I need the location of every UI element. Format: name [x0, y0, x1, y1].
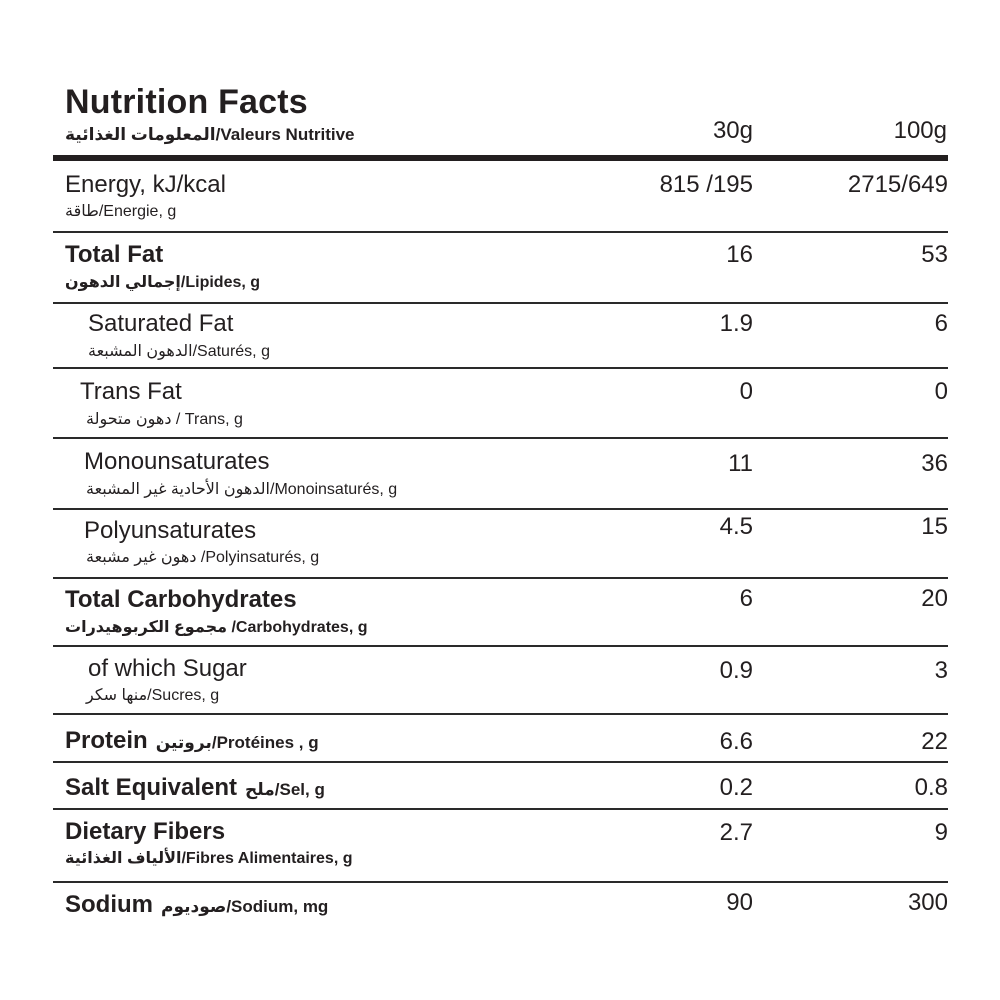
- row-energy-value-30g: 815 /195: [659, 171, 753, 198]
- row-monounsaturates-value-100g: 36: [921, 450, 948, 477]
- row-sodium-value-30g: 90: [726, 889, 753, 916]
- row-salt-label: Salt Equivalent: [65, 774, 238, 801]
- row-total-carbohydrates-value-100g: 20: [921, 585, 948, 612]
- row-energy-value-100g: 2715/649: [847, 171, 948, 198]
- row-saturated-fat-name: Saturated Fat: [88, 310, 234, 337]
- header-divider-thick: [53, 155, 948, 161]
- row-sodium-sub: صوديوم/Sodium, mg: [161, 897, 329, 916]
- nutrition-facts-title: Nutrition Facts: [65, 83, 308, 121]
- row-trans-fat-value-30g: 0: [739, 378, 753, 405]
- row-sugar-sub: منها سكر/Sucres, g: [86, 687, 220, 704]
- row-total-fat-value-100g: 53: [921, 241, 948, 268]
- nutrition-facts-subtitle: المعلومات الغذائية/Valeurs Nutritive: [65, 125, 355, 144]
- row-saturated-fat-value-30g: 1.9: [719, 310, 753, 337]
- row-protein-sub: بروتين/Protéines , g: [155, 733, 319, 752]
- row-trans-fat-sub: دهون متحولة / Trans, g: [86, 411, 243, 428]
- row-sodium-label: Sodium: [65, 891, 153, 918]
- row-dietary-fibers-value-100g: 9: [934, 819, 948, 846]
- row-divider: [53, 713, 948, 715]
- row-salt-name: Salt Equivalent ملح/Sel, g: [65, 774, 325, 804]
- row-divider: [53, 761, 948, 763]
- row-sugar-name: of which Sugar: [88, 655, 247, 682]
- row-divider: [53, 645, 948, 647]
- column-header-30g: 30g: [712, 117, 753, 144]
- row-divider: [53, 808, 948, 810]
- row-polyunsaturates-value-100g: 15: [921, 513, 948, 540]
- row-divider: [53, 881, 948, 883]
- row-total-carbohydrates-name: Total Carbohydrates: [65, 586, 297, 613]
- row-polyunsaturates-value-30g: 4.5: [719, 513, 753, 540]
- row-protein-label: Protein: [65, 727, 148, 754]
- row-dietary-fibers-name: Dietary Fibers: [65, 818, 226, 845]
- row-polyunsaturates-name: Polyunsaturates: [84, 517, 257, 544]
- row-salt-sub: ملح/Sel, g: [245, 780, 325, 799]
- row-total-fat-name: Total Fat: [65, 241, 164, 268]
- row-monounsaturates-value-30g: 11: [728, 450, 753, 477]
- row-divider: [53, 367, 948, 369]
- row-protein-name: Protein بروتين/Protéines , g: [65, 727, 319, 757]
- row-sugar-value-30g: 0.9: [719, 657, 753, 684]
- row-protein-value-100g: 22: [921, 728, 948, 755]
- row-total-fat-value-30g: 16: [726, 241, 753, 268]
- row-monounsaturates-sub: الدهون الأحادية غير المشبعة/Monoinsaturé…: [86, 481, 398, 498]
- row-divider: [53, 437, 948, 439]
- row-divider: [53, 231, 948, 233]
- row-trans-fat-value-100g: 0: [934, 378, 948, 405]
- row-total-carbohydrates-sub: مجموع الكربوهيدرات /Carbohydrates, g: [65, 619, 368, 636]
- row-divider: [53, 508, 948, 510]
- row-trans-fat-name: Trans Fat: [80, 378, 182, 405]
- row-total-carbohydrates-value-30g: 6: [739, 585, 753, 612]
- row-divider: [53, 577, 948, 579]
- column-header-100g: 100g: [893, 117, 947, 144]
- row-dietary-fibers-value-30g: 2.7: [719, 819, 753, 846]
- row-energy-sub: طاقة/Energie, g: [65, 203, 177, 220]
- row-saturated-fat-sub: الدهون المشبعة/Saturés, g: [88, 343, 270, 360]
- row-salt-value-100g: 0.8: [914, 774, 948, 801]
- row-total-fat-sub: إجمالي الدهون/Lipides, g: [65, 274, 261, 291]
- row-monounsaturates-name: Monounsaturates: [84, 448, 270, 475]
- row-polyunsaturates-sub: دهون غير مشبعة /Polyinsaturés, g: [86, 549, 320, 566]
- row-divider: [53, 302, 948, 304]
- row-saturated-fat-value-100g: 6: [934, 310, 948, 337]
- row-sugar-value-100g: 3: [934, 657, 948, 684]
- row-protein-value-30g: 6.6: [719, 728, 753, 755]
- row-sodium-value-100g: 300: [907, 889, 948, 916]
- row-dietary-fibers-sub: الألياف الغذائية/Fibres Alimentaires, g: [65, 850, 353, 867]
- row-sodium-name: Sodium صوديوم/Sodium, mg: [65, 891, 328, 921]
- row-salt-value-30g: 0.2: [719, 774, 753, 801]
- row-energy-name: Energy, kJ/kcal: [65, 171, 226, 198]
